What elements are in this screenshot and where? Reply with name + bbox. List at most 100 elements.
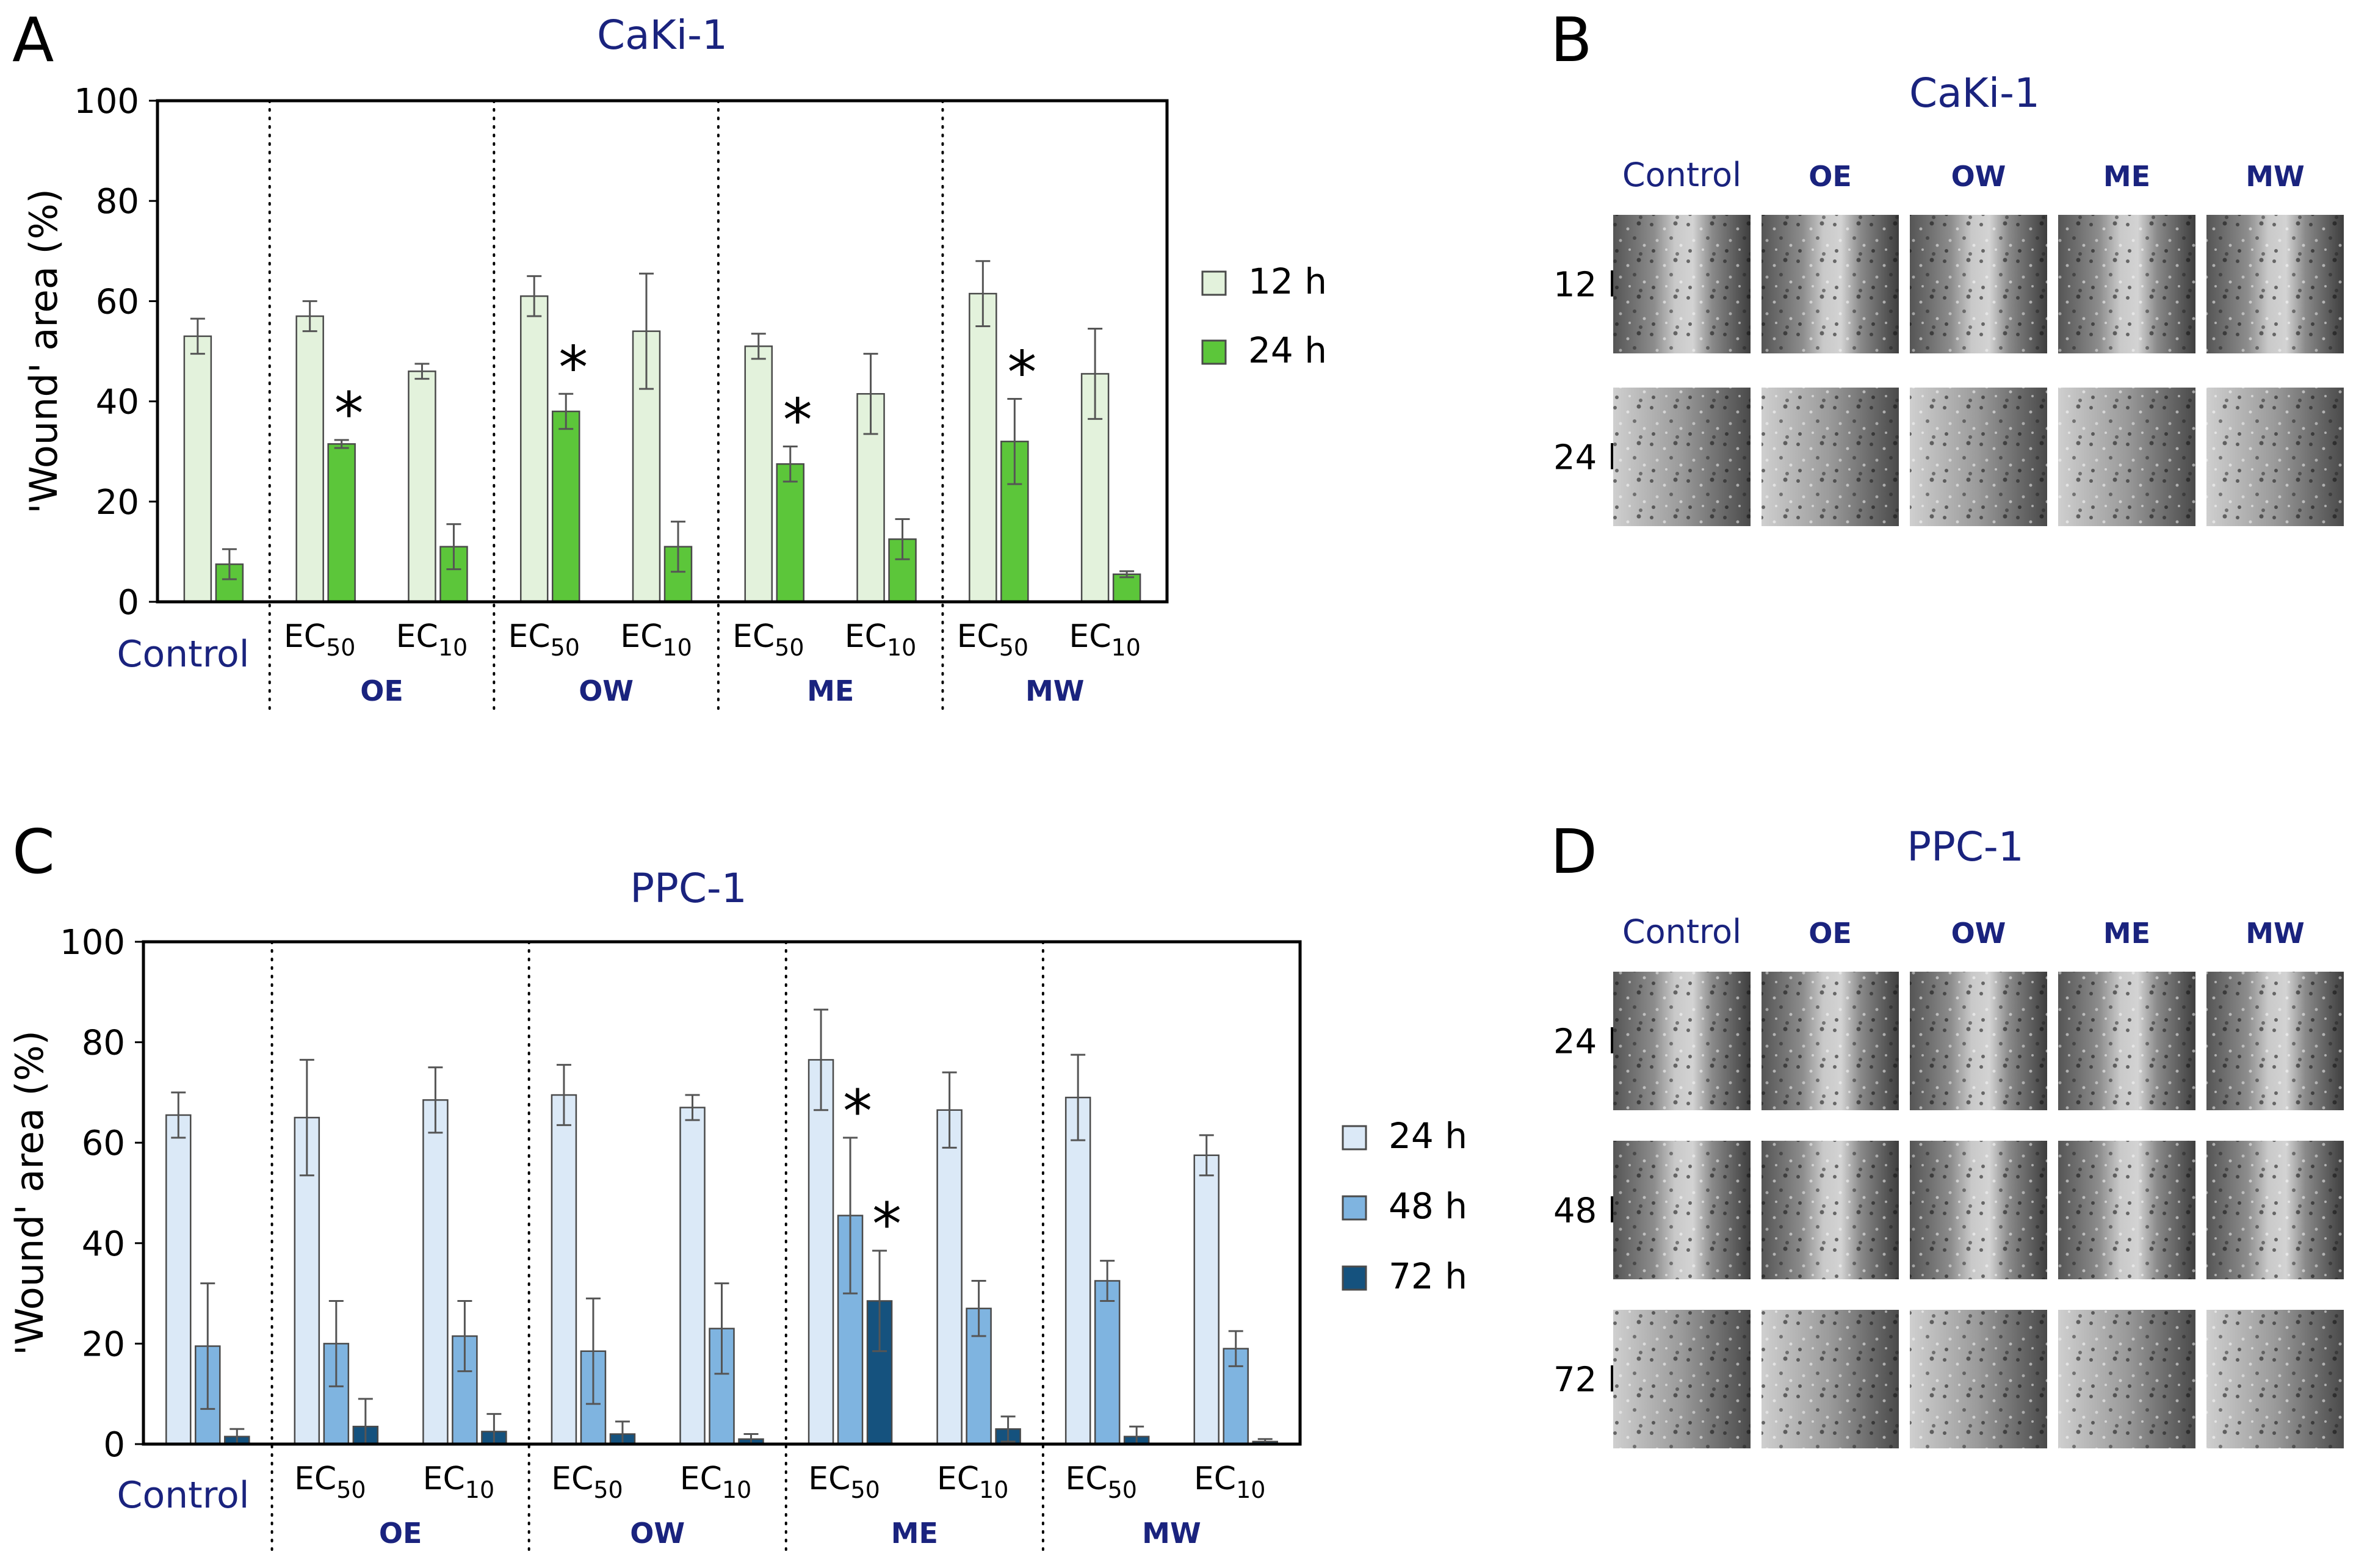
plot-frame-a	[156, 99, 1169, 604]
micrograph-texture-d-r1-c4	[2206, 1141, 2344, 1279]
bar-a-s1-c5	[776, 463, 805, 603]
micrograph-texture-b-r1-c2	[1910, 388, 2047, 526]
y-axis-label-c: 'Wound' area (%)	[7, 1030, 52, 1356]
micro-title-b: CaKi-1	[1909, 70, 2040, 117]
micro-col-label-d-2: OW	[1951, 917, 2006, 950]
micrograph-texture-d-r0-c4	[2206, 972, 2344, 1110]
category-label-c-1: EC50	[294, 1461, 366, 1503]
micrograph-texture-d-r0-c3	[2058, 972, 2195, 1110]
micro-col-label-b-2: OW	[1951, 160, 2006, 193]
category-label-c-4: EC10	[680, 1461, 752, 1503]
chart-title-a: CaKi-1	[597, 12, 728, 59]
y-tick-label-c-100: 100	[60, 923, 125, 963]
micro-col-label-b-3: ME	[2103, 160, 2150, 193]
legend-label-a-1: 24 h	[1248, 330, 1327, 371]
group-label-c-3: MW	[1142, 1517, 1201, 1550]
micrograph-texture-d-r1-c0	[1613, 1141, 1751, 1279]
category-label-a-5: EC50	[732, 618, 804, 661]
significance-mark-a-2: *	[783, 386, 812, 454]
micrograph-texture-d-r0-c1	[1762, 972, 1899, 1110]
legend-label-a-0: 12 h	[1248, 261, 1327, 302]
legend-swatch-a-0	[1201, 270, 1227, 296]
micro-title-d: PPC-1	[1907, 823, 2024, 870]
micrograph-texture-d-r0-c0	[1613, 972, 1751, 1110]
category-label-a-1: EC50	[284, 618, 356, 661]
bar-a-s0-c3	[519, 295, 549, 603]
bar-a-s0-c0	[183, 335, 212, 603]
micro-col-label-d-1: OE	[1809, 917, 1852, 950]
bar-a-s1-c3	[551, 410, 580, 603]
bar-c-s0-c7	[1064, 1096, 1091, 1445]
y-tick-label-c-80: 80	[82, 1024, 125, 1063]
group-label-a-2: ME	[807, 674, 854, 707]
legend-swatch-c-0	[1342, 1125, 1367, 1151]
legend-label-c-2: 72 h	[1389, 1255, 1467, 1297]
micrograph-texture-d-r1-c3	[2058, 1141, 2195, 1279]
micro-col-label-d-4: MW	[2246, 917, 2305, 950]
y-tick-label-a-20: 20	[96, 483, 139, 522]
legend-swatch-a-1	[1201, 339, 1227, 365]
significance-mark-c-1: *	[872, 1190, 902, 1259]
group-label-a-1: OW	[579, 674, 634, 707]
micro-col-label-d-0: Control	[1622, 912, 1741, 951]
micrograph-texture-d-r0-c2	[1910, 972, 2047, 1110]
micrograph-texture-b-r1-c4	[2206, 388, 2344, 526]
bar-c-s0-c8	[1193, 1154, 1220, 1445]
chart-caki1: CaKi-1 'Wound' area (%) 0 20 40 60 80 100 * * * * Co…	[21, 12, 1327, 714]
bar-c-s0-c0	[165, 1114, 192, 1445]
bar-c-s0-c6	[936, 1109, 963, 1445]
group-label-c-0: OE	[379, 1517, 422, 1550]
category-label-a-3: EC50	[508, 618, 580, 661]
category-label-c-7: EC50	[1065, 1461, 1137, 1503]
legend-swatch-c-1	[1342, 1195, 1367, 1221]
legend-swatch-c-2	[1342, 1265, 1367, 1291]
chart-title-c: PPC-1	[630, 865, 747, 912]
bar-c-s1-c7	[1094, 1280, 1121, 1445]
category-label-a-7: EC50	[957, 618, 1029, 661]
panel-letter-c: C	[12, 816, 55, 887]
bar-c-s0-c4	[679, 1107, 706, 1445]
category-label-c-3: EC50	[551, 1461, 623, 1503]
micro-col-label-b-0: Control	[1622, 156, 1741, 194]
category-label-c-8: EC10	[1194, 1461, 1266, 1503]
micrograph-texture-d-r2-c4	[2206, 1310, 2344, 1448]
micrograph-texture-d-r2-c3	[2058, 1310, 2195, 1448]
micrograph-texture-b-r1-c3	[2058, 388, 2195, 526]
category-label-a-8: EC10	[1069, 618, 1141, 661]
bar-a-s0-c2	[408, 370, 436, 603]
micro-col-label-b-1: OE	[1809, 160, 1852, 193]
category-label-a-0: Control	[117, 633, 250, 676]
bar-a-s0-c5	[744, 345, 773, 603]
group-label-a-3: MW	[1025, 674, 1085, 707]
micrograph-texture-d-r2-c0	[1613, 1310, 1751, 1448]
category-label-c-6: EC10	[937, 1461, 1009, 1503]
y-tick-label-c-0: 0	[103, 1425, 125, 1465]
micrograph-texture-d-r2-c2	[1910, 1310, 2047, 1448]
category-label-a-6: EC10	[845, 618, 917, 661]
micrograph-texture-b-r0-c1	[1762, 215, 1899, 353]
significance-mark-a-1: *	[558, 333, 588, 402]
y-tick-label-c-40: 40	[82, 1224, 125, 1264]
bar-a-s0-c1	[295, 315, 324, 603]
bar-c-s0-c2	[422, 1099, 449, 1445]
micrograph-texture-d-r2-c1	[1762, 1310, 1899, 1448]
micrograph-texture-b-r0-c4	[2206, 215, 2344, 353]
category-label-a-4: EC10	[620, 618, 692, 661]
micrograph-texture-b-r1-c1	[1762, 388, 1899, 526]
plot-frame-c	[142, 940, 1302, 1446]
y-tick-label-a-40: 40	[96, 383, 139, 422]
panel-letter-a: A	[12, 4, 54, 76]
y-tick-label-a-80: 80	[96, 182, 139, 222]
micro-col-label-d-3: ME	[2103, 917, 2150, 950]
bar-c-s0-c3	[551, 1094, 577, 1445]
micro-col-label-b-4: MW	[2246, 160, 2305, 193]
significance-mark-a-3: *	[1007, 338, 1036, 406]
category-label-c-0: Control	[117, 1474, 250, 1517]
micrograph-texture-b-r0-c0	[1613, 215, 1751, 353]
category-label-a-2: EC10	[396, 618, 468, 661]
significance-mark-c-0: *	[843, 1077, 872, 1146]
y-tick-label-c-20: 20	[82, 1324, 125, 1364]
